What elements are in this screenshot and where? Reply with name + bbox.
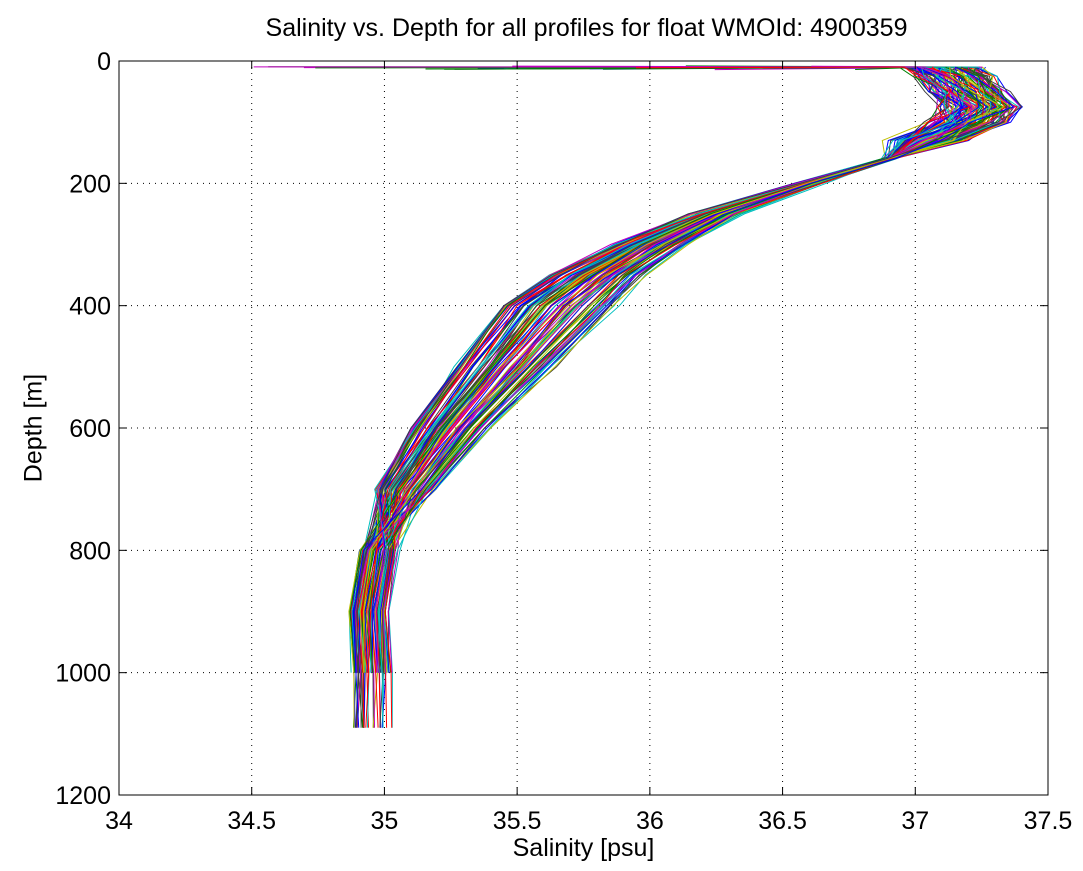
x-tick-label: 36 [636, 807, 664, 835]
profile-line [354, 66, 959, 673]
x-tick-label: 34.5 [227, 807, 276, 835]
grid-lines [119, 61, 1048, 795]
y-tick-label: 1000 [55, 660, 111, 688]
profile-line [359, 67, 1006, 673]
x-tick-label: 35 [371, 807, 399, 835]
profile-line [353, 66, 958, 673]
profile-line [376, 66, 994, 728]
profile-line [382, 66, 1009, 673]
y-tick-label: 400 [69, 293, 111, 321]
profile-line [358, 66, 948, 673]
profile-line [374, 66, 951, 673]
profile-line [380, 66, 1006, 673]
profile-line [371, 66, 1008, 673]
profile-line [374, 66, 957, 728]
profile-line [361, 66, 949, 673]
y-tick-label: 800 [69, 537, 111, 565]
profile-line [303, 66, 973, 673]
profile-line [315, 66, 1016, 673]
profile-line [381, 66, 955, 673]
x-tick-label: 35.5 [493, 807, 542, 835]
profile-line [355, 66, 970, 673]
x-tick-label: 37 [901, 807, 929, 835]
x-tick-label: 36.5 [758, 807, 807, 835]
x-tick-label: 37.5 [1024, 807, 1073, 835]
profile-line [360, 66, 961, 673]
profile-line [368, 66, 952, 673]
profile-line [377, 66, 965, 673]
profile-line [375, 66, 972, 673]
profile-line [362, 66, 953, 673]
profile-line [354, 66, 950, 673]
profile-line [375, 66, 1018, 673]
profile-line [357, 66, 962, 673]
profile-line [384, 66, 1020, 673]
profile-line [378, 66, 966, 673]
y-tick-label: 200 [69, 170, 111, 198]
profile-line [353, 66, 1000, 673]
profile-line [354, 66, 950, 673]
chart-title: Salinity vs. Depth for all profiles for … [265, 14, 908, 42]
profile-line [353, 66, 1015, 728]
y-tick-label: 600 [69, 415, 111, 443]
profile-line [361, 66, 984, 673]
y-tick-label: 1200 [55, 782, 111, 810]
profile-lines [253, 65, 1024, 728]
profile-line [353, 66, 1017, 673]
x-axis-label: Salinity [psu] [512, 834, 655, 862]
axes-frame [118, 60, 1049, 796]
y-tick-label: 0 [97, 48, 111, 76]
x-tick-label: 34 [105, 807, 133, 835]
profile-line [362, 66, 1012, 673]
profile-line [372, 66, 1002, 673]
profile-line [349, 66, 984, 673]
y-axis-label: Depth [m] [19, 373, 48, 483]
axes: 34 34.5 35 35.5 36 36.5 37 37.5 0 200 400 600 800 100… [55, 48, 1072, 835]
profile-line [372, 66, 963, 673]
profile-line [348, 66, 974, 673]
profile-line [350, 66, 975, 673]
profile-line [362, 66, 1004, 673]
